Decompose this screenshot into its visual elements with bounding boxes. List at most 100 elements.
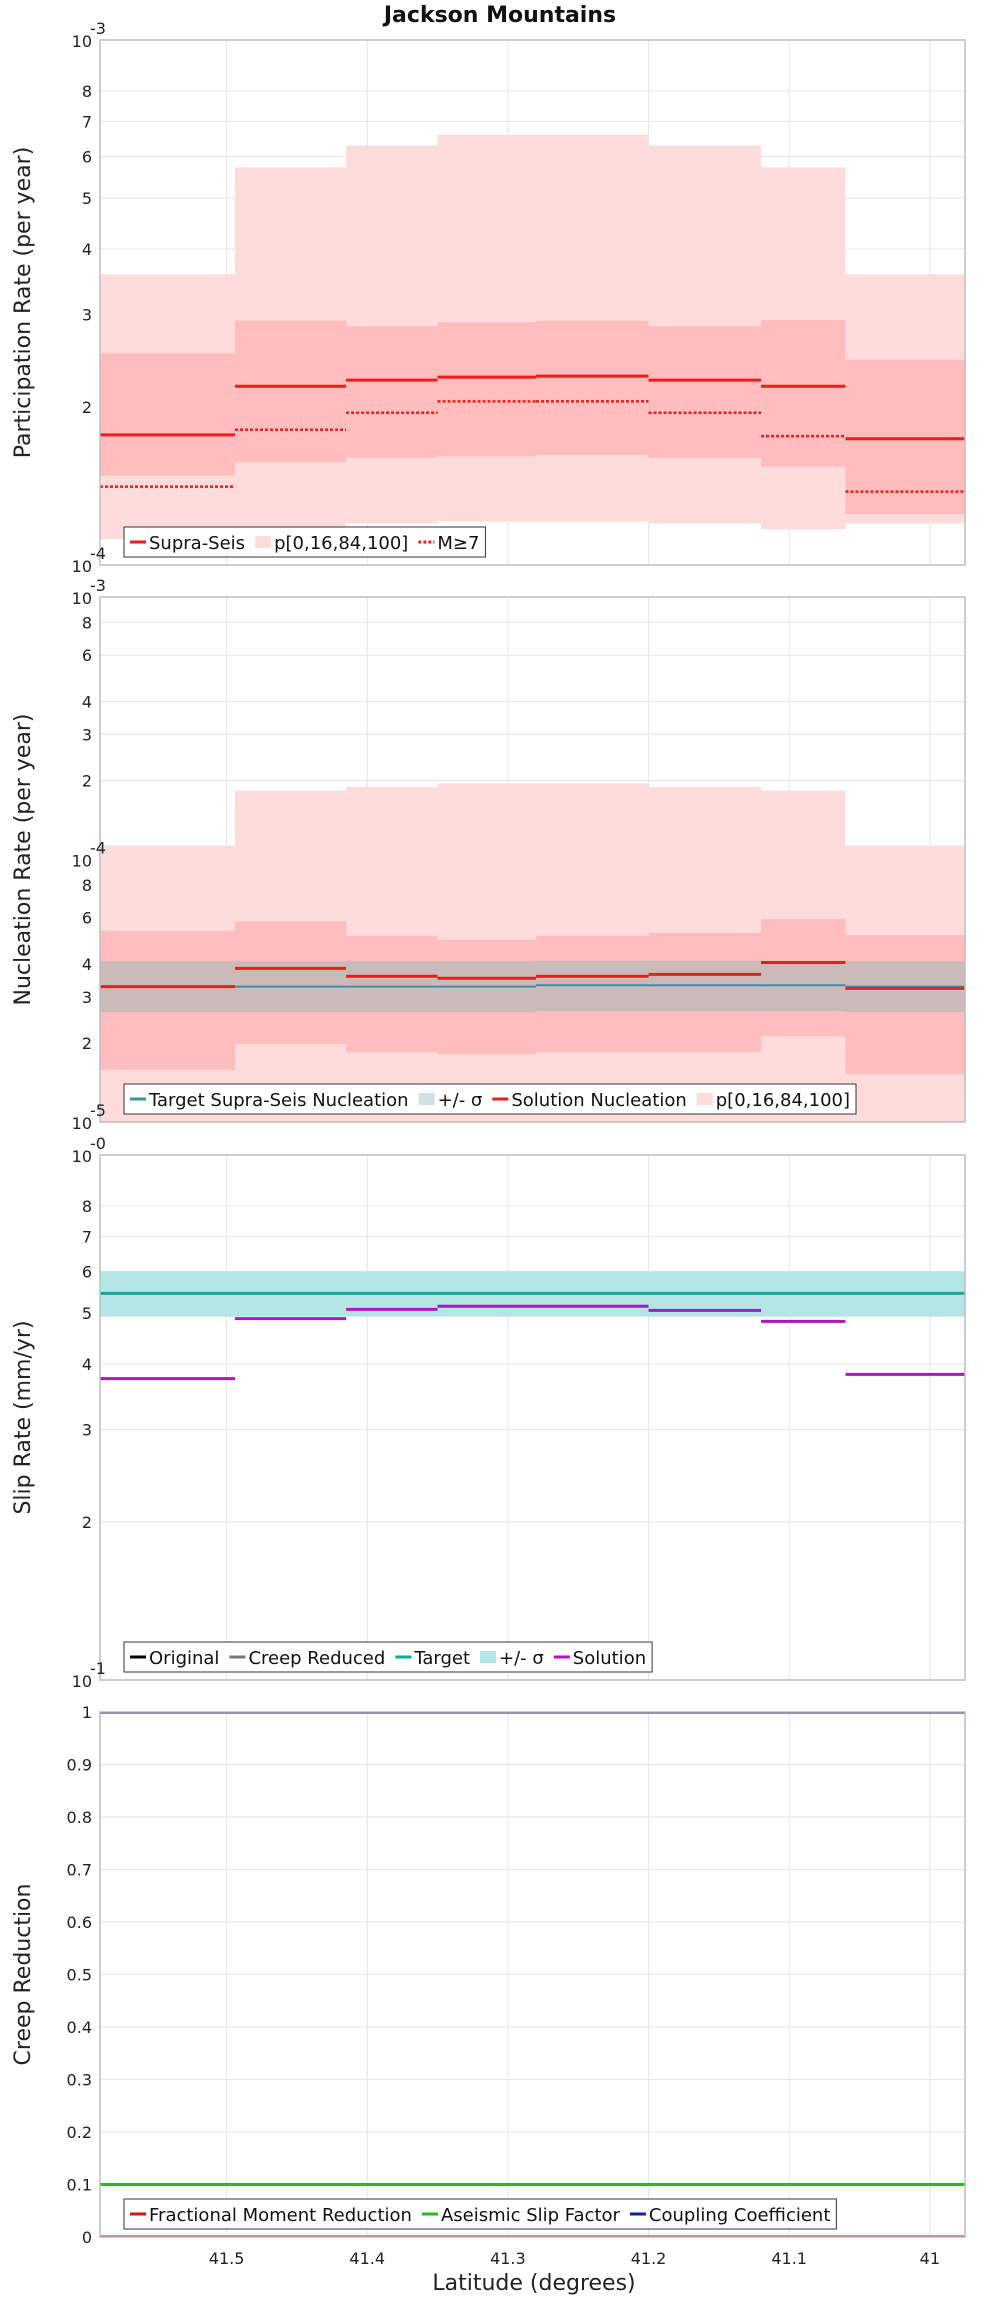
legend-label: +/- σ [438, 1090, 483, 1111]
plot-frame [99, 39, 966, 566]
legend-label: Aseismic Slip Factor [441, 2205, 621, 2226]
y-tick-label: 0.5 [67, 1966, 92, 1985]
y-tick-label: 10 [72, 32, 92, 51]
plot-frame [99, 596, 966, 1123]
legend: Fractional Moment Reduction Aseismic Slip… [123, 2198, 837, 2230]
y-tick-label: 8 [82, 1197, 92, 1216]
y-tick-exponent: -0 [90, 1134, 106, 1153]
panel-creep: 0 0.1 0.2 0.3 0.4 0.5 0.6 0.7 0.8 0.9 1 41.5 41.4 41.… [11, 1703, 966, 2268]
y-tick-exponent: -3 [90, 19, 106, 38]
y-tick-label: 0 [82, 2228, 92, 2247]
y-tick-label: 7 [82, 112, 92, 131]
legend-swatch [418, 1093, 435, 1105]
y-tick-label: 2 [82, 398, 92, 417]
y-tick-label: 8 [82, 876, 92, 895]
band-p16-p84 [761, 319, 846, 467]
y-tick-label: 0.4 [67, 2018, 92, 2037]
y-tick-label: 0.9 [67, 1756, 92, 1775]
band-p16-p84 [437, 322, 537, 457]
y-tick-exponent: -4 [90, 544, 106, 563]
y-tick-label: 3 [82, 1421, 92, 1440]
legend: Target Supra-Seis Nucleation +/- σ Solutio… [123, 1083, 857, 1115]
y-tick-label: 6 [82, 147, 92, 166]
y-tick-exponent: -5 [90, 1101, 106, 1120]
y-tick-label: 6 [82, 909, 92, 928]
x-tick-label: 41.5 [209, 2249, 245, 2268]
y-tick-label: 6 [82, 646, 92, 665]
legend-label: M≥7 [437, 533, 479, 554]
legend-box [123, 2198, 837, 2230]
y-tick-label: 1 [82, 1703, 92, 1722]
y-tick-label: 4 [82, 955, 92, 974]
legend-swatch [480, 1651, 496, 1663]
x-tick-label: 41.1 [771, 2249, 807, 2268]
band-p16-p84 [845, 359, 965, 515]
y-tick-label: 8 [82, 82, 92, 101]
plot-frame [99, 1154, 966, 1681]
y-tick-label: 2 [82, 1513, 92, 1532]
y-tick-label: 5 [82, 189, 92, 208]
y-tick-label: 0.7 [67, 1861, 92, 1880]
legend-swatch [696, 1093, 713, 1105]
y-tick-label: 10 [72, 589, 92, 608]
y-axis-label: Participation Rate (per year) [11, 147, 36, 459]
plot-data [100, 40, 965, 565]
x-tick-label: 41 [920, 2249, 940, 2268]
legend-label: Coupling Coefficient [649, 2205, 830, 2226]
x-tick-label: 41.4 [349, 2249, 385, 2268]
legend-label: p[0,16,84,100] [716, 1090, 850, 1111]
y-tick-label: 3 [82, 306, 92, 325]
legend-swatch [255, 536, 272, 548]
x-axis-label: Latitude (degrees) [432, 2271, 635, 2296]
band-p16-p84 [536, 320, 649, 456]
plot-data [100, 1155, 965, 1680]
legend-box [123, 1083, 857, 1115]
legend-label: Target Supra-Seis Nucleation [148, 1090, 409, 1111]
y-tick-label: 10 [72, 852, 92, 871]
y-tick-label: 4 [82, 692, 92, 711]
chart-title: Jackson Mountains [382, 3, 616, 28]
band-p16-p84 [100, 353, 236, 476]
y-tick-label: 0.8 [67, 1808, 92, 1827]
y-tick-label: 2 [82, 771, 92, 790]
plot-frame [99, 1711, 966, 2238]
y-tick-exponent: -1 [90, 1659, 106, 1678]
y-tick-label: 10 [72, 1672, 92, 1691]
y-tick-label: 10 [72, 557, 92, 576]
x-tick-label: 41.3 [490, 2249, 526, 2268]
band-p16-p84 [235, 320, 347, 463]
y-axis-label: Slip Rate (mm/yr) [11, 1320, 36, 1514]
y-tick-label: 7 [82, 1227, 92, 1246]
y-tick-exponent: -3 [90, 576, 106, 595]
legend-label: Solution [573, 1648, 646, 1669]
legend-label: Supra-Seis [149, 533, 245, 554]
y-tick-label: 6 [82, 1262, 92, 1281]
y-tick-label: 4 [82, 1355, 92, 1374]
y-tick-label: 10 [72, 1114, 92, 1133]
x-tick-label: 41.2 [631, 2249, 667, 2268]
y-tick-label: 0.2 [67, 2123, 92, 2142]
y-tick-label: 3 [82, 725, 92, 744]
y-tick-label: 8 [82, 613, 92, 632]
legend-label: Target [413, 1648, 470, 1669]
y-tick-label: 5 [82, 1304, 92, 1323]
plot-area [100, 1155, 965, 1680]
band-p16-p84 [648, 326, 762, 458]
y-tick-label: 0.6 [67, 1913, 92, 1932]
legend: Original Creep Reduced Target +/- σ Solution [123, 1641, 653, 1673]
plot-data [100, 597, 965, 1122]
legend: Supra-Seis p[0,16,84,100] M≥7 [123, 526, 486, 558]
legend-label: Solution Nucleation [511, 1090, 686, 1111]
y-tick-label: 0.1 [67, 2176, 92, 2195]
legend-label: Creep Reduced [248, 1648, 385, 1669]
legend-label: Original [149, 1648, 219, 1669]
y-tick-label: 10 [72, 1147, 92, 1166]
y-tick-label: 0.3 [67, 2071, 92, 2090]
legend-label: p[0,16,84,100] [274, 533, 408, 554]
legend-label: +/- σ [499, 1648, 544, 1669]
